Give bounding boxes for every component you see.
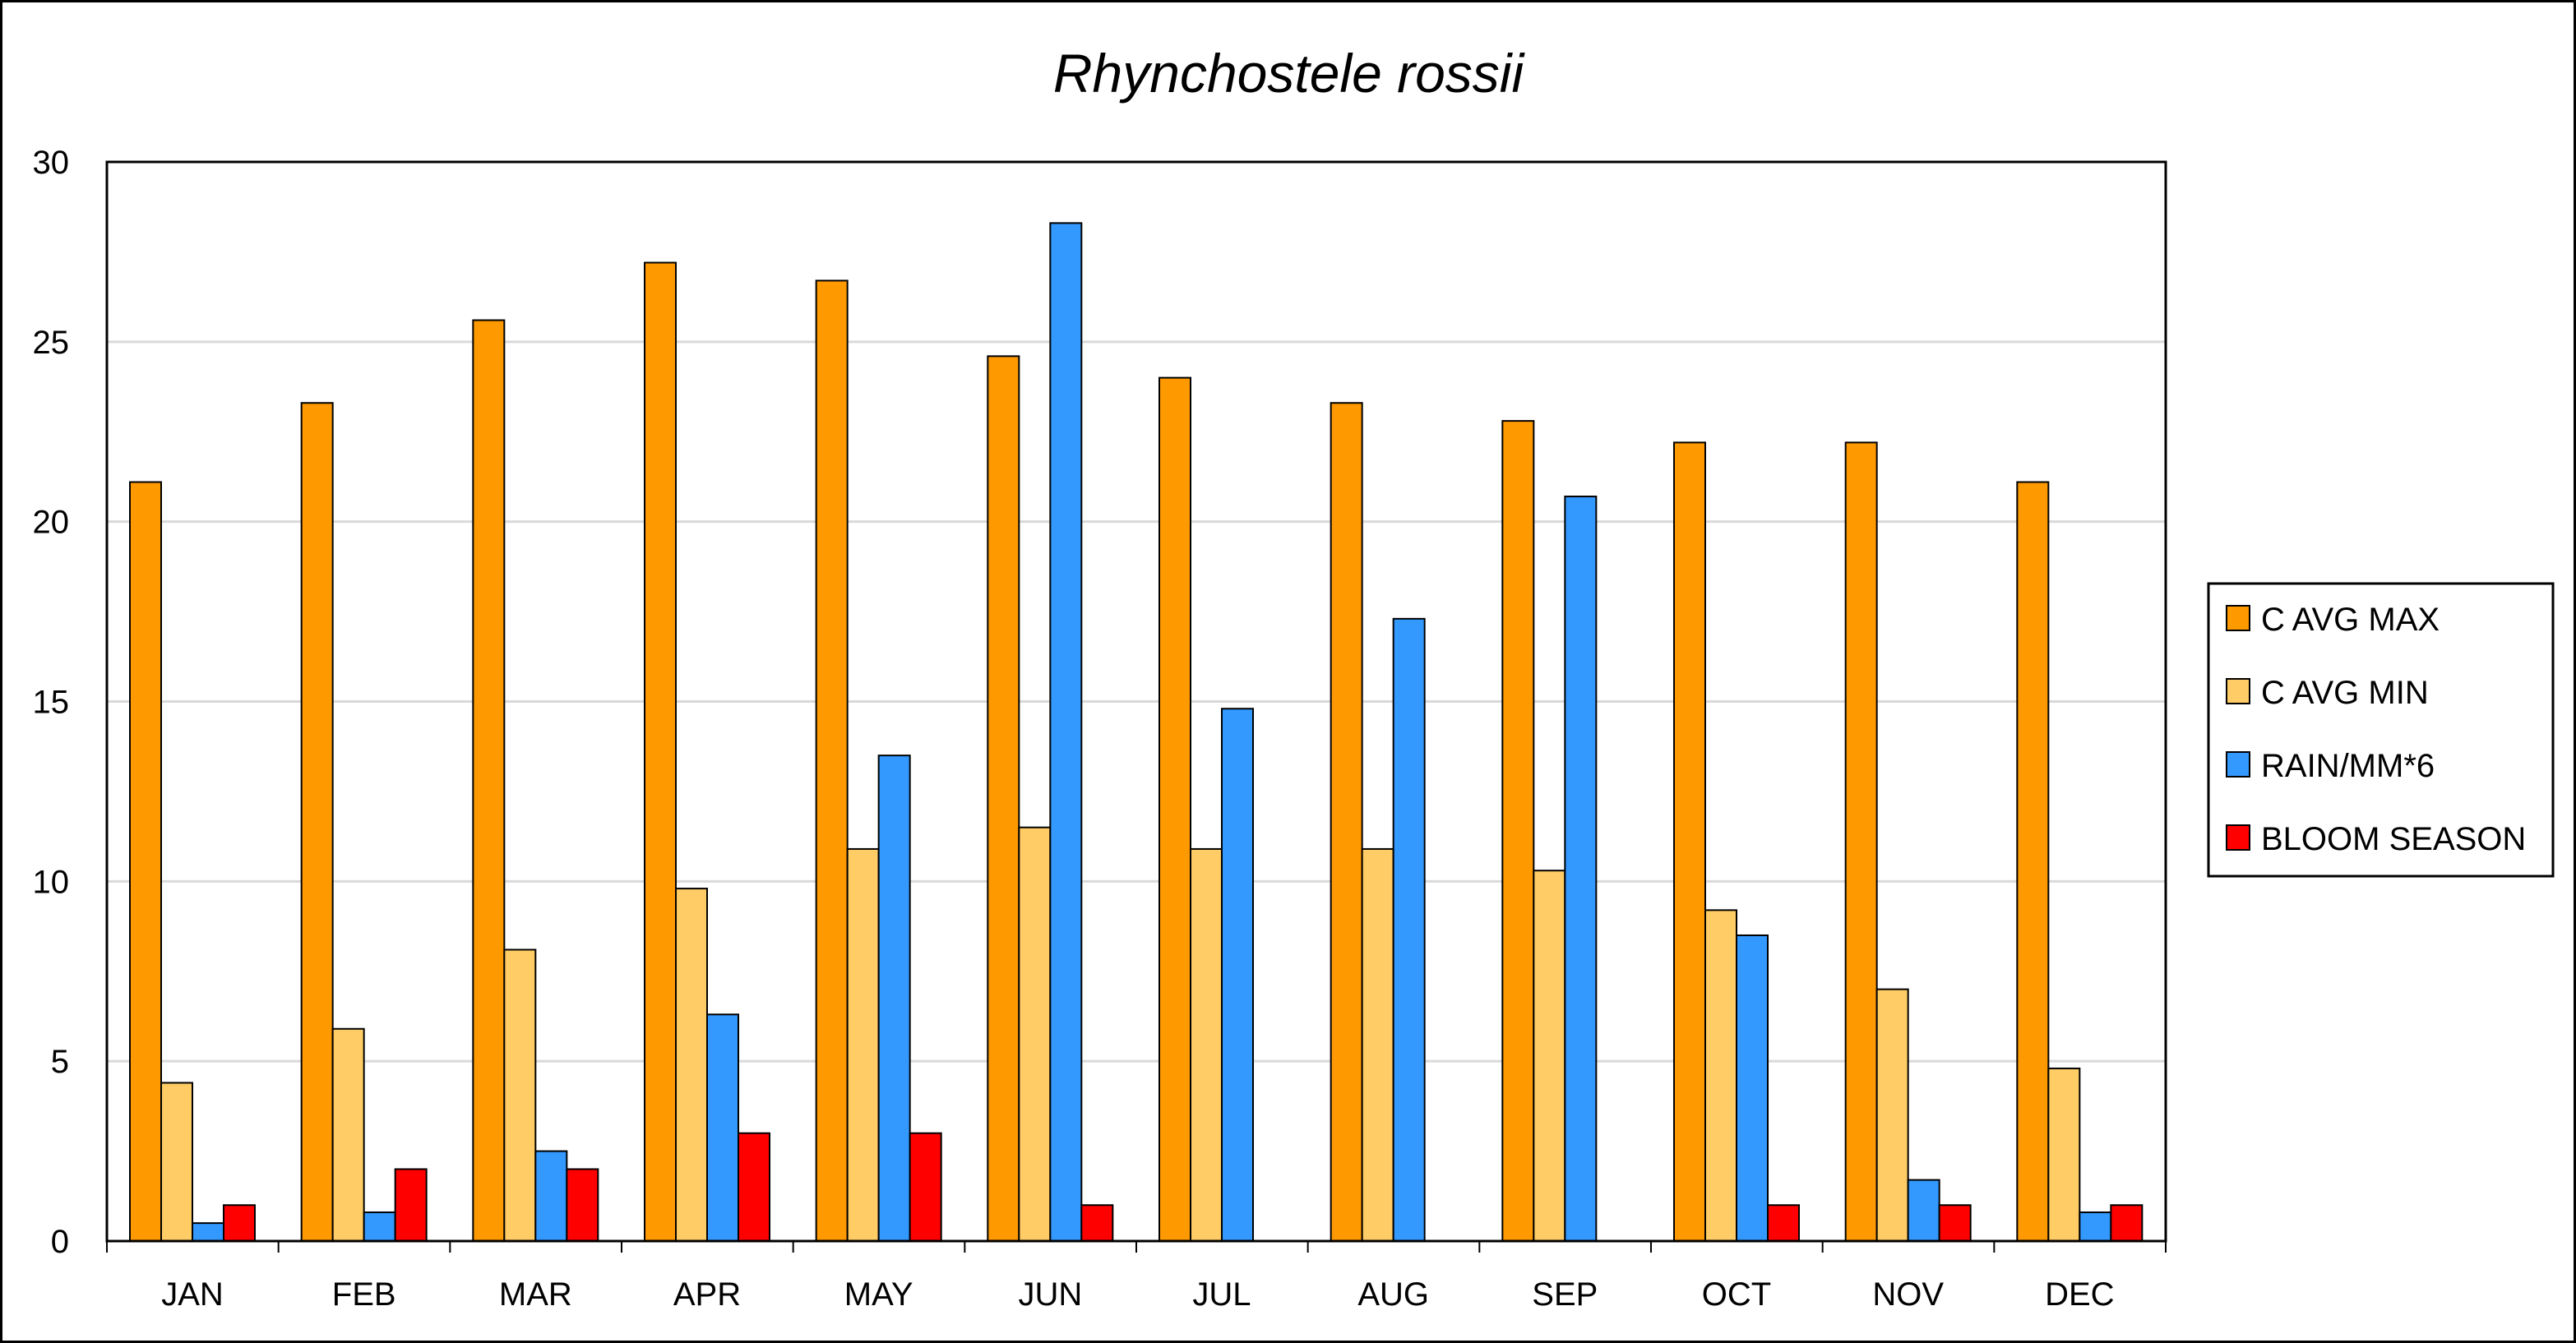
grid-lines — [107, 340, 2166, 1063]
bar-rain-mm-6-aug — [1392, 617, 1426, 1242]
bar-bloom-season-feb — [394, 1168, 428, 1243]
bar-c-avg-min-feb — [331, 1027, 365, 1242]
bar-c-avg-max-oct — [1673, 441, 1706, 1242]
x-tick-label: MAY — [844, 1276, 913, 1313]
bar-c-avg-max-jan — [129, 481, 162, 1242]
bar-c-avg-max-dec — [2016, 481, 2050, 1242]
bar-c-avg-min-may — [846, 847, 880, 1243]
bar-c-avg-max-may — [815, 279, 849, 1242]
legend-label: C AVG MAX — [2261, 602, 2440, 638]
x-tick-label: SEP — [1532, 1276, 1598, 1313]
legend-swatch-c-avg-min — [2226, 678, 2250, 704]
bar-c-avg-min-jun — [1018, 826, 1052, 1243]
bar-bloom-season-apr — [738, 1132, 770, 1242]
x-tick-label: MAR — [499, 1276, 572, 1313]
bar-rain-mm-6-jan — [192, 1222, 224, 1243]
bar-rain-mm-6-feb — [363, 1211, 396, 1243]
x-tick-label: FEB — [332, 1276, 396, 1313]
bar-c-avg-min-nov — [1875, 988, 1909, 1242]
y-tick-label: 20 — [33, 505, 70, 541]
x-tick-label: JUL — [1192, 1276, 1251, 1313]
legend-swatch-bloom-season — [2226, 824, 2250, 851]
legend-label: C AVG MIN — [2261, 675, 2429, 711]
bar-c-avg-max-nov — [1844, 441, 1878, 1242]
bar-rain-mm-6-oct — [1736, 934, 1769, 1242]
bar-c-avg-min-aug — [1361, 847, 1394, 1243]
x-tick-label: OCT — [1702, 1276, 1771, 1313]
bar-c-avg-max-sep — [1501, 420, 1535, 1242]
bar-bloom-season-may — [909, 1132, 942, 1242]
bar-bloom-season-jun — [1080, 1204, 1114, 1242]
bar-c-avg-min-dec — [2047, 1067, 2081, 1243]
y-axis: 0 5 10 15 20 25 30 — [33, 145, 70, 1260]
y-tick-label: 5 — [51, 1044, 69, 1080]
bar-c-avg-max-aug — [1330, 402, 1363, 1242]
bar-rain-mm-6-jun — [1049, 222, 1083, 1242]
bar-rain-mm-6-mar — [534, 1150, 568, 1243]
y-tick-label: 30 — [33, 145, 70, 181]
bar-bloom-season-jan — [223, 1204, 256, 1242]
y-tick-label: 25 — [33, 325, 70, 361]
bar-c-avg-min-sep — [1533, 870, 1566, 1243]
bar-rain-mm-6-dec — [2079, 1211, 2112, 1243]
bars — [129, 222, 2144, 1243]
bar-c-avg-min-mar — [503, 948, 537, 1242]
bar-rain-mm-6-may — [877, 755, 911, 1242]
bar-c-avg-min-oct — [1704, 909, 1737, 1242]
bar-rain-mm-6-sep — [1564, 496, 1598, 1242]
bar-c-avg-max-apr — [644, 261, 677, 1243]
x-tick-label: JUN — [1018, 1276, 1082, 1313]
y-tick-label: 0 — [51, 1224, 69, 1260]
chart-title: Rhynchostele rossii — [1053, 43, 1526, 104]
x-tick-label: JAN — [161, 1276, 224, 1313]
bar-bloom-season-nov — [1938, 1204, 1972, 1242]
bar-rain-mm-6-apr — [706, 1013, 739, 1243]
bar-bloom-season-mar — [566, 1168, 599, 1243]
x-tick-label: DEC — [2045, 1276, 2114, 1313]
x-tick-label: NOV — [1872, 1276, 1944, 1313]
legend-label: RAIN/MM*6 — [2261, 748, 2435, 784]
bar-c-avg-min-jan — [160, 1082, 193, 1242]
bar-rain-mm-6-jul — [1221, 708, 1254, 1242]
legend: C AVG MAX C AVG MIN RAIN/MM*6 BLOOM SEASON — [2207, 582, 2555, 878]
x-tick-label: AUG — [1357, 1276, 1429, 1313]
bar-rain-mm-6-nov — [1907, 1179, 1940, 1243]
bar-c-avg-min-jul — [1190, 847, 1223, 1243]
bar-c-avg-max-jul — [1159, 376, 1191, 1243]
bar-c-avg-min-apr — [675, 888, 708, 1242]
y-tick-label: 15 — [33, 685, 70, 721]
legend-swatch-rain-mm-6 — [2226, 751, 2250, 778]
legend-label: BLOOM SEASON — [2261, 821, 2526, 857]
x-axis: JAN FEB MAR APR MAY JUN JUL AUG SEP OCT NOV DEC — [106, 1241, 2167, 1313]
x-tick-label: APR — [673, 1276, 741, 1313]
bar-bloom-season-oct — [1767, 1204, 1800, 1242]
y-tick-label: 10 — [33, 864, 70, 900]
legend-box — [2207, 582, 2555, 878]
bar-c-avg-max-jun — [987, 355, 1020, 1243]
bar-c-avg-max-mar — [472, 319, 506, 1242]
legend-swatch-c-avg-max — [2226, 605, 2250, 631]
bar-bloom-season-dec — [2110, 1204, 2144, 1242]
bar-c-avg-max-feb — [300, 402, 334, 1242]
